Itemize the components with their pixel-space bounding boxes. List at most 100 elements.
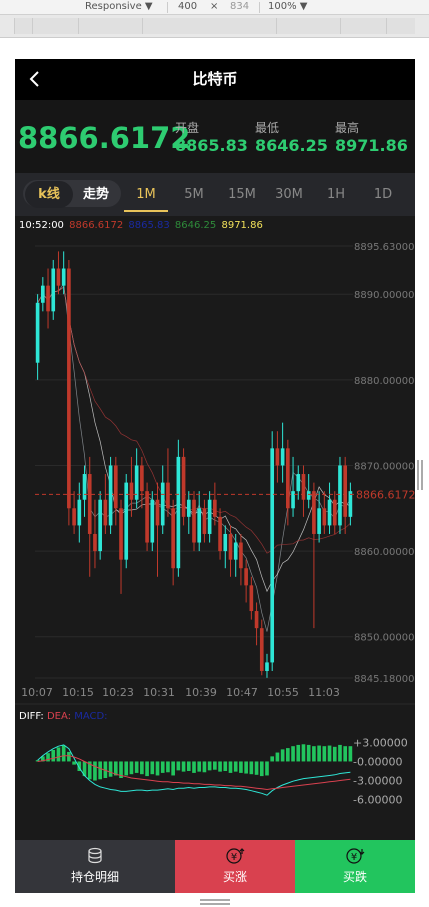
x-tick-label: 10:31 [143, 686, 175, 699]
macd-bar [223, 761, 228, 771]
tab-30m[interactable]: 30M [275, 187, 303, 202]
macd-bar [108, 761, 113, 777]
candlestick-chart: 8895.63000 8890.00000 8880.00000 8870.00000… [15, 242, 415, 807]
macd-legend-dea: DEA: [46, 711, 71, 722]
candle-body [239, 542, 243, 569]
macd-bar [338, 744, 342, 762]
candle-body [275, 448, 280, 466]
buy-up-button[interactable]: ¥ 买涨 [175, 840, 295, 893]
macd-bar [249, 761, 254, 775]
macd-bar [192, 761, 196, 773]
candle-body [176, 456, 181, 569]
candle-body [186, 499, 191, 517]
candle-body [286, 448, 290, 509]
candle-body [228, 533, 233, 560]
candle-body [129, 482, 134, 500]
candle-body [192, 499, 196, 543]
candle-body [213, 499, 217, 517]
candle-body [181, 456, 186, 517]
tab-trend[interactable]: 走势 [82, 187, 109, 202]
macd-bar [113, 761, 118, 776]
macd-bar [332, 746, 337, 762]
macd-bar [56, 747, 61, 762]
x-tick-label: 10:15 [62, 686, 94, 699]
device-select[interactable]: Responsive ▼ [85, 1, 153, 12]
candle-body [280, 448, 285, 466]
macd-bar [322, 746, 327, 762]
kline-chart-area[interactable]: 10:52:00 8866.6172 8865.83 8646.25 8971.… [15, 216, 415, 893]
candle-body [108, 465, 113, 526]
candle-body [306, 491, 311, 500]
low-value: 8646.25 [255, 136, 328, 155]
zoom-select[interactable]: 100% ▼ [268, 1, 308, 12]
candle-body [207, 499, 212, 534]
x-tick-label: 10:23 [102, 686, 134, 699]
y-tick-label: 8845.18000 [354, 674, 414, 685]
macd-bar [181, 761, 186, 772]
info-value-1: 8866.6172 [69, 220, 124, 231]
resize-handle-bottom[interactable] [200, 899, 230, 907]
info-value-2: 8865.83 [128, 220, 170, 231]
candle-body [145, 491, 149, 543]
macd-bar [202, 761, 207, 773]
resize-handle-right[interactable] [417, 460, 427, 490]
candle-body [291, 491, 295, 509]
macd-bar [291, 746, 295, 762]
back-button[interactable] [25, 67, 45, 91]
holdings-button[interactable]: 持仓明细 [15, 840, 175, 893]
macd-legend: DIFF: DEA: MACD: [19, 711, 108, 722]
devtools-toolbar: Responsive ▼ 400 × 834 100% ▼ [0, 0, 429, 15]
macd-bar [134, 761, 139, 773]
tab-5m[interactable]: 5M [184, 187, 204, 202]
candle-body [72, 508, 76, 526]
tab-15m[interactable]: 15M [228, 187, 256, 202]
info-value-3: 8646.25 [174, 220, 217, 231]
macd-bar [265, 761, 269, 776]
yuan-up-icon: ¥ [226, 848, 245, 864]
tab-1m-label: 1M [136, 187, 156, 202]
macd-bar [244, 761, 248, 774]
candle-body [249, 585, 254, 612]
macd-bar [317, 745, 321, 762]
macd-bar [77, 761, 82, 771]
tab-1h[interactable]: 1H [326, 187, 346, 202]
low-stat: 最低 8646.25 [255, 119, 328, 155]
svg-text:¥: ¥ [231, 852, 237, 863]
candle-body [67, 268, 71, 509]
macd-y-tick-label: +3.00000 [353, 736, 408, 749]
holdings-label: 持仓明细 [70, 870, 119, 884]
candle-body [93, 533, 97, 552]
svg-text:¥: ¥ [351, 852, 357, 863]
candle-body [197, 508, 202, 543]
candle-body [301, 474, 306, 500]
tab-1d[interactable]: 1D [373, 187, 393, 202]
macd-bar [239, 761, 243, 773]
height-input[interactable]: 834 [230, 1, 250, 12]
macd-bar [348, 746, 353, 762]
price-summary: 8866.6172 开盘 8865.83 最低 8646.25 最高 8971.… [15, 100, 415, 173]
macd-bar [207, 761, 212, 771]
open-value: 8865.83 [175, 136, 248, 155]
macd-bar [280, 749, 285, 762]
tab-kline[interactable]: k线 [25, 181, 73, 208]
y-tick-label: 8890.00000 [354, 290, 414, 301]
macd-bar [51, 750, 56, 762]
x-tick-label: 10:55 [267, 686, 299, 699]
candle-body [265, 662, 269, 671]
macd-bar [254, 761, 259, 775]
candle-body [124, 482, 129, 560]
candle-body [35, 302, 40, 363]
candle-body [338, 465, 342, 526]
candle-body [166, 482, 170, 509]
macd-bar [286, 748, 290, 762]
candle-body [155, 499, 160, 526]
candle-body [98, 499, 102, 552]
macd-bar [82, 761, 87, 777]
y-tick-label: 8880.00000 [354, 376, 414, 387]
candle-body [87, 474, 92, 534]
chart-tabs: k线 走势 1M 5M 15M 30M 1H 1D [15, 173, 415, 216]
macd-bar [296, 744, 301, 762]
width-input[interactable]: 400 [178, 1, 198, 12]
buy-down-button[interactable]: ¥ 买跌 [295, 840, 415, 893]
tab-1m[interactable]: 1M [122, 173, 170, 216]
